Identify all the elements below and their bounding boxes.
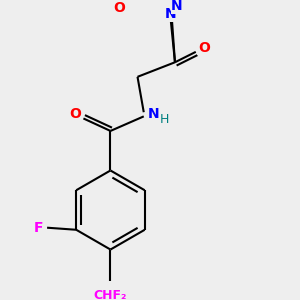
Text: O: O (114, 1, 126, 15)
Text: F: F (34, 221, 43, 235)
Text: H: H (159, 113, 169, 126)
Text: N: N (165, 8, 177, 21)
Text: O: O (69, 107, 81, 121)
Text: O: O (198, 41, 210, 55)
Text: N: N (171, 0, 183, 13)
Text: CHF₂: CHF₂ (94, 289, 127, 300)
Text: N: N (148, 107, 160, 121)
